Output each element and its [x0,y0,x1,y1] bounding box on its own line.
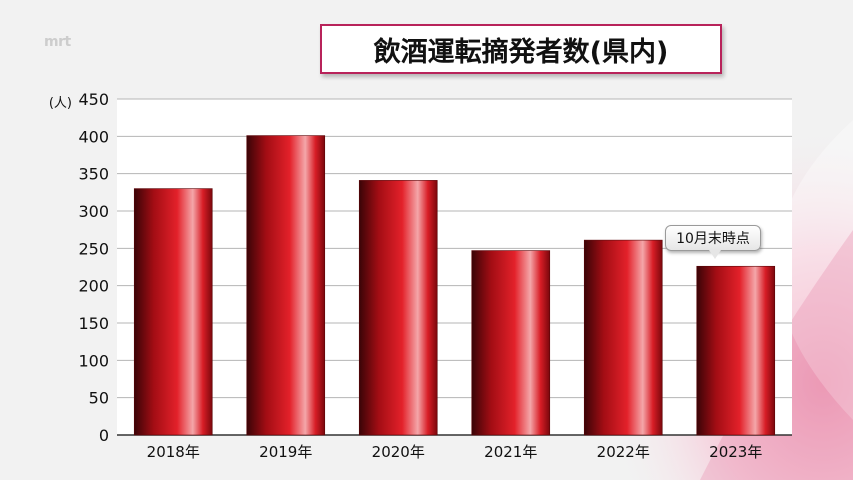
bar-2019年 [246,135,326,436]
y-tick-label: 50 [89,389,109,408]
bar-2023年 [696,265,776,436]
y-tick-label: 200 [78,277,109,296]
x-tick-label: 2022年 [597,443,650,461]
y-tick-label: 250 [78,239,109,258]
bar-2020年 [358,180,438,436]
plot-area [117,99,792,435]
y-tick-label: 350 [78,165,109,184]
chart-title: 飲酒運転摘発者数(県内) [373,36,669,68]
x-tick-label: 2023年 [709,443,762,461]
y-tick-label: 150 [78,314,109,333]
channel-logo: mrt [44,34,71,50]
x-tick-label: 2019年 [259,443,312,461]
chart-title-box: 飲酒運転摘発者数(県内) [320,24,722,74]
annotation-callout: 10月末時点 [665,225,761,251]
y-tick-label: 0 [99,426,109,445]
bar-2018年 [133,188,213,436]
bar-2021年 [471,250,551,436]
y-unit-label: (人) [49,96,72,111]
x-tick-label: 2021年 [484,443,537,461]
y-tick-label: 450 [78,90,109,109]
y-tick-label: 300 [78,202,109,221]
x-tick-label: 2018年 [147,443,200,461]
x-tick-label: 2020年 [372,443,425,461]
bar-2022年 [583,239,663,436]
y-tick-label: 400 [78,127,109,146]
annotation-callout-tail [709,250,721,259]
y-tick-label: 100 [78,351,109,370]
